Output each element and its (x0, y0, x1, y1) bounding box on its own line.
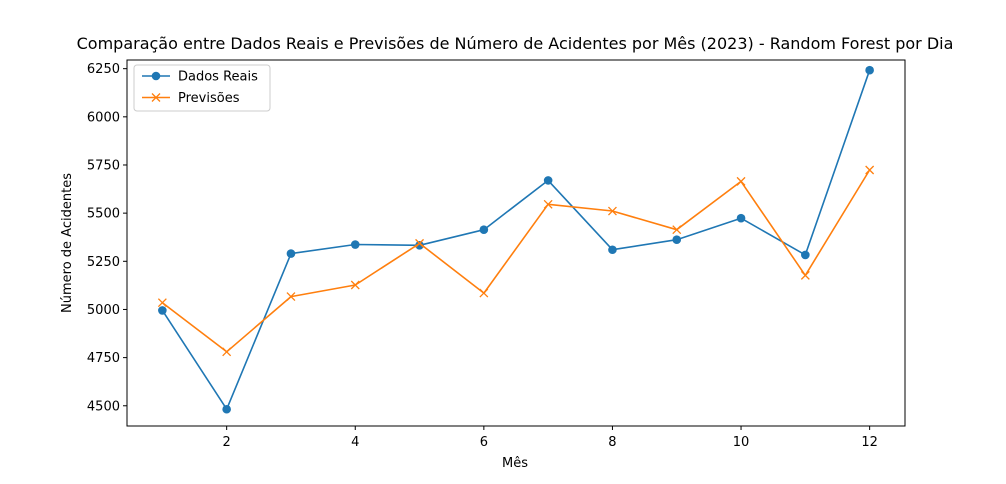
data-point-dados-reais (736, 213, 746, 223)
y-tick-label: 5500 (87, 207, 120, 222)
data-point-dados-reais (865, 65, 874, 75)
y-tick-label: 5750 (87, 158, 120, 173)
data-point-previsoes (865, 165, 875, 175)
data-point-previsoes (800, 270, 810, 280)
series-line-dados-reais (161, 69, 871, 411)
y-tick-label: 4750 (87, 351, 120, 366)
data-point-dados-reais (672, 235, 682, 245)
legend-label-dados-reais: Dados Reais (178, 70, 258, 85)
plot-area: 4500 4750 5000 5250 5500 5750 6000 6250 2 4 6 8 10 12 (87, 59, 906, 450)
data-point-previsoes (415, 238, 425, 248)
data-point-dados-reais (415, 241, 424, 250)
series-line-previsoes (161, 169, 871, 353)
data-point-previsoes (479, 288, 489, 298)
y-tick-label: 6000 (87, 110, 120, 125)
legend-marker-dados-reais (151, 71, 161, 81)
y-tick-label: 5250 (87, 255, 120, 270)
x-axis-label: Mês (502, 456, 528, 471)
data-point-previsoes (607, 206, 617, 216)
data-point-previsoes (286, 292, 296, 302)
axes-frame (126, 59, 906, 427)
chart-title: Comparação entre Dados Reais e Previsões… (77, 34, 954, 53)
data-point-dados-reais (543, 176, 553, 185)
data-point-previsoes (157, 298, 167, 308)
data-point-dados-reais (801, 250, 810, 260)
data-point-previsoes (350, 280, 360, 290)
data-point-previsoes (222, 347, 232, 357)
data-point-dados-reais (479, 225, 489, 235)
x-tick-label: 8 (608, 435, 616, 450)
data-point-dados-reais (608, 245, 617, 255)
x-tick-label: 4 (351, 435, 359, 450)
legend-marker-previsoes (151, 93, 161, 102)
x-tick-label: 6 (480, 435, 488, 450)
x-tick-label: 2 (223, 435, 231, 450)
data-point-dados-reais (222, 404, 231, 414)
data-point-dados-reais (350, 240, 360, 249)
y-tick-label: 4500 (87, 399, 120, 414)
legend: Dados Reais Previsões (133, 64, 271, 112)
y-tick-label: 5000 (87, 303, 120, 318)
x-tick-label: 10 (733, 435, 750, 450)
x-tick-label: 12 (861, 435, 878, 450)
legend-label-previsoes: Previsões (178, 91, 240, 106)
data-point-previsoes (543, 199, 553, 209)
data-point-dados-reais (158, 306, 167, 315)
data-point-previsoes (736, 176, 746, 186)
data-point-dados-reais (286, 249, 296, 258)
y-axis-label: Número de Acidentes (60, 173, 75, 313)
data-point-previsoes (672, 225, 682, 235)
y-tick-label: 6250 (87, 62, 120, 77)
